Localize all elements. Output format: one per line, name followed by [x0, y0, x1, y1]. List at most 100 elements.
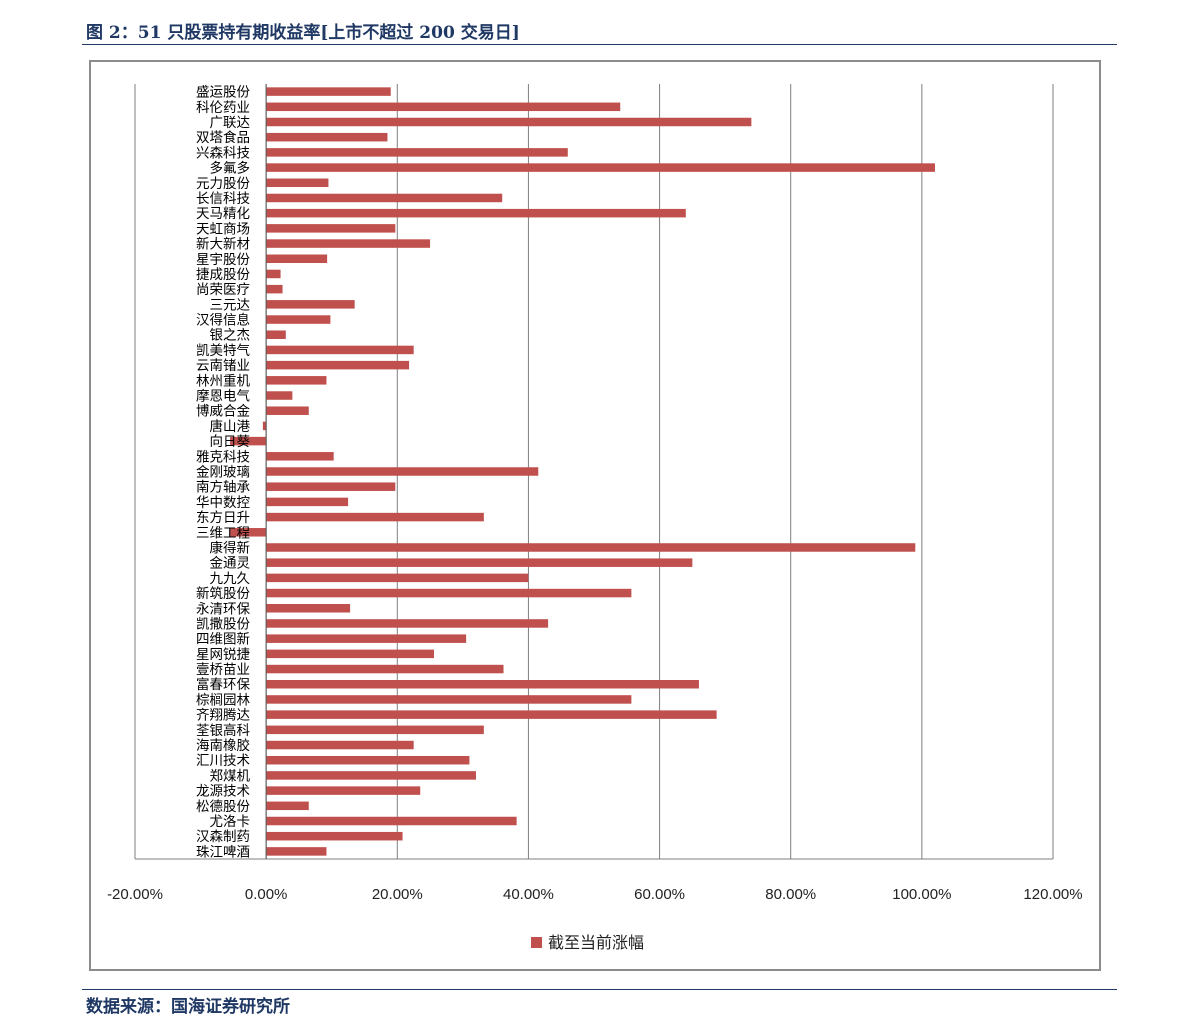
category-label: 齐翔腾达 — [196, 707, 250, 724]
category-label: 新大新材 — [196, 237, 250, 253]
category-label: 富春环保 — [196, 676, 250, 693]
chart-frame — [89, 60, 1101, 971]
x-tick-label: 20.00% — [372, 886, 423, 903]
bar — [266, 543, 916, 552]
bar — [266, 801, 309, 811]
x-tick-label: 0.00% — [245, 886, 288, 903]
bar — [266, 360, 410, 370]
bar — [266, 300, 355, 309]
bar — [266, 740, 414, 750]
footer-rule — [82, 989, 1117, 990]
bar — [266, 208, 686, 218]
category-label: 荃银高科 — [196, 722, 250, 739]
category-label: 唐山港 — [210, 418, 251, 435]
category-label: 科伦药业 — [196, 100, 250, 116]
bar — [230, 436, 267, 446]
bar — [266, 634, 467, 643]
bar — [266, 178, 329, 188]
category-label: 博威合金 — [196, 403, 250, 420]
category-label: 四维图新 — [196, 632, 250, 648]
category-label: 珠江啤酒 — [196, 844, 250, 860]
bar — [266, 695, 632, 704]
bar — [266, 345, 414, 355]
category-label: 捷成股份 — [196, 267, 250, 283]
bar — [266, 132, 388, 142]
bar — [266, 497, 349, 507]
bar — [266, 831, 403, 841]
bar — [266, 619, 549, 628]
bar — [266, 193, 503, 203]
bar — [266, 452, 334, 461]
category-label: 银之杰 — [210, 328, 251, 344]
bar — [266, 649, 435, 659]
bar — [266, 239, 431, 248]
legend-swatch — [531, 937, 542, 948]
bar — [266, 87, 391, 96]
bar — [266, 847, 327, 856]
category-label: 汇川技术 — [196, 753, 250, 769]
x-tick-label: 120.00% — [1023, 886, 1082, 903]
x-tick-label: 40.00% — [503, 886, 554, 903]
x-tick-label: 60.00% — [634, 886, 685, 903]
category-label: 壹桥苗业 — [196, 662, 250, 678]
category-label: 金通灵 — [210, 556, 251, 572]
bar — [266, 710, 717, 719]
bar — [266, 224, 396, 233]
bar — [266, 315, 331, 324]
bar — [266, 558, 693, 567]
category-label: 九九久 — [210, 571, 251, 587]
category-label: 汉得信息 — [196, 312, 250, 329]
category-label: 凯美特气 — [196, 343, 250, 359]
bar — [262, 421, 267, 431]
bar — [266, 163, 935, 172]
category-label: 星网锐捷 — [196, 647, 250, 663]
category-label: 康得新 — [210, 539, 251, 556]
category-label: 海南橡胶 — [196, 737, 250, 754]
category-label: 云南锗业 — [196, 358, 250, 374]
category-label: 天马精化 — [196, 206, 250, 222]
bar — [266, 482, 396, 491]
category-label: 金刚玻璃 — [196, 464, 250, 481]
bar — [266, 816, 517, 826]
category-label: 凯撒股份 — [196, 616, 250, 632]
category-label: 双塔食品 — [196, 129, 250, 146]
category-label: 新筑股份 — [196, 586, 250, 602]
bar — [266, 117, 752, 127]
category-label: 龙源技术 — [196, 784, 250, 800]
category-label: 星宇股份 — [196, 252, 250, 268]
category-label: 林州重机 — [196, 373, 250, 389]
category-label: 摩恩电气 — [196, 388, 250, 405]
category-label: 三维工程 — [196, 525, 250, 541]
bar — [266, 771, 476, 780]
bar — [266, 391, 293, 400]
bar — [266, 604, 351, 613]
figure-title: 图 2：51 只股票持有期收益率[上市不超过 200 交易日] — [86, 23, 520, 43]
category-label: 郑煤机 — [210, 768, 251, 784]
bar — [266, 376, 327, 385]
bar — [230, 528, 267, 537]
category-label: 元力股份 — [196, 176, 250, 192]
category-label: 广联达 — [210, 115, 251, 131]
bar — [266, 284, 283, 294]
category-label: 天虹商场 — [196, 221, 250, 237]
bar — [266, 102, 621, 112]
category-label: 永清环保 — [196, 601, 250, 617]
bar — [266, 512, 484, 522]
legend-label: 截至当前涨幅 — [548, 933, 644, 952]
category-label: 长信科技 — [196, 191, 250, 207]
bar — [266, 573, 529, 583]
bar — [266, 406, 309, 415]
category-label: 向日葵 — [210, 434, 251, 450]
category-label: 华中数控 — [196, 495, 250, 511]
category-label: 棕榈园林 — [196, 692, 250, 708]
category-label: 南方轴承 — [196, 480, 250, 496]
category-label: 汉森制药 — [196, 829, 250, 845]
bar — [266, 254, 328, 264]
bar — [266, 588, 632, 598]
x-tick-label: -20.00% — [107, 886, 163, 903]
bar — [266, 679, 699, 689]
category-label: 尤洛卡 — [210, 814, 251, 830]
category-label: 雅克科技 — [196, 449, 250, 465]
bar — [266, 330, 286, 339]
